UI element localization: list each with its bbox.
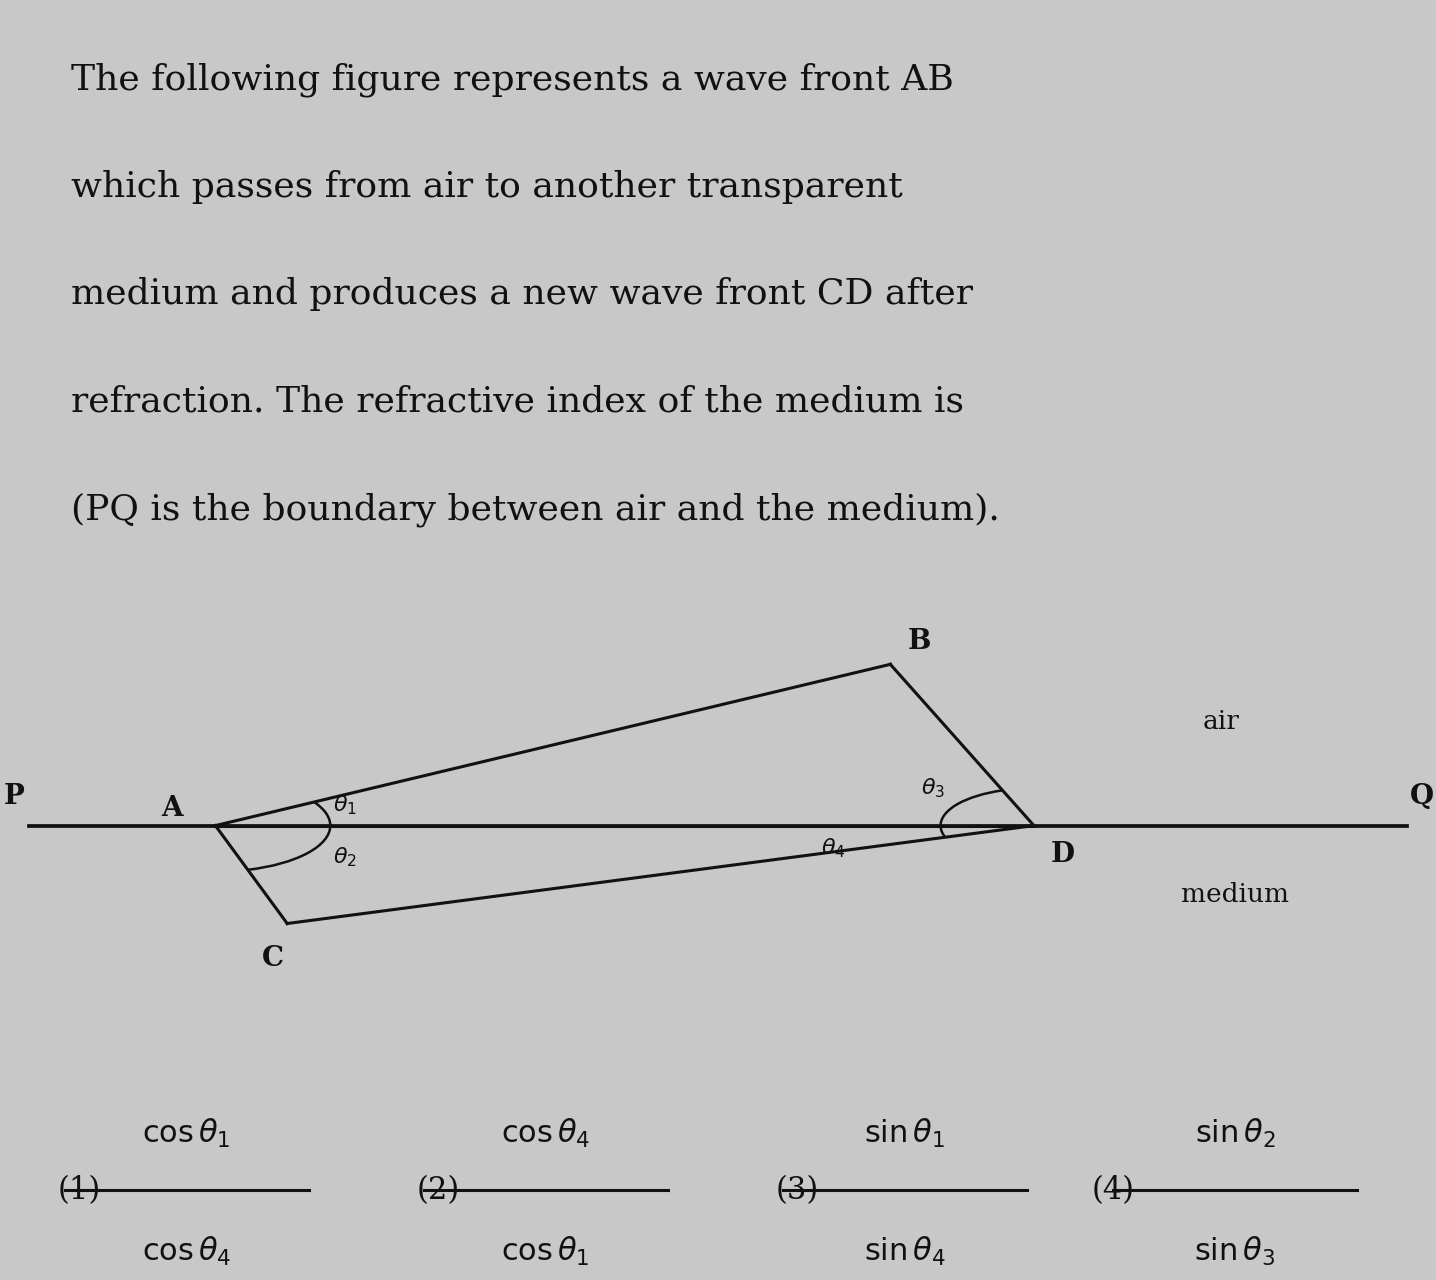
Text: $\sin\theta_3$: $\sin\theta_3$ bbox=[1195, 1235, 1275, 1268]
Text: C: C bbox=[261, 945, 284, 972]
Text: $\theta_2$: $\theta_2$ bbox=[333, 846, 356, 869]
Text: $\sin\theta_1$: $\sin\theta_1$ bbox=[864, 1116, 945, 1149]
Text: $\theta_4$: $\theta_4$ bbox=[820, 837, 846, 860]
Text: (PQ is the boundary between air and the medium).: (PQ is the boundary between air and the … bbox=[70, 492, 999, 527]
Text: $\theta_3$: $\theta_3$ bbox=[922, 777, 945, 800]
Text: (2): (2) bbox=[416, 1175, 460, 1206]
Text: B: B bbox=[908, 627, 931, 655]
Text: air: air bbox=[1202, 709, 1239, 735]
Text: which passes from air to another transparent: which passes from air to another transpa… bbox=[70, 170, 903, 204]
Text: medium and produces a new wave front CD after: medium and produces a new wave front CD … bbox=[70, 278, 974, 311]
Text: $\cos\theta_1$: $\cos\theta_1$ bbox=[142, 1116, 231, 1149]
Text: $\theta_1$: $\theta_1$ bbox=[333, 794, 356, 817]
Text: $\cos\theta_4$: $\cos\theta_4$ bbox=[501, 1116, 590, 1149]
Text: $\sin\theta_4$: $\sin\theta_4$ bbox=[864, 1235, 945, 1268]
Text: $\cos\theta_4$: $\cos\theta_4$ bbox=[142, 1235, 231, 1268]
Text: refraction. The refractive index of the medium is: refraction. The refractive index of the … bbox=[70, 385, 964, 419]
Text: (3): (3) bbox=[775, 1175, 819, 1206]
Text: D: D bbox=[1051, 841, 1074, 868]
Text: P: P bbox=[4, 783, 24, 810]
Text: (4): (4) bbox=[1091, 1175, 1134, 1206]
Text: $\cos\theta_1$: $\cos\theta_1$ bbox=[501, 1235, 590, 1268]
Text: $\sin\theta_2$: $\sin\theta_2$ bbox=[1195, 1116, 1275, 1149]
Text: Q: Q bbox=[1410, 783, 1433, 810]
Text: (1): (1) bbox=[57, 1175, 101, 1206]
Text: The following figure represents a wave front AB: The following figure represents a wave f… bbox=[70, 63, 954, 96]
Text: A: A bbox=[161, 795, 184, 822]
Text: medium: medium bbox=[1180, 882, 1290, 908]
